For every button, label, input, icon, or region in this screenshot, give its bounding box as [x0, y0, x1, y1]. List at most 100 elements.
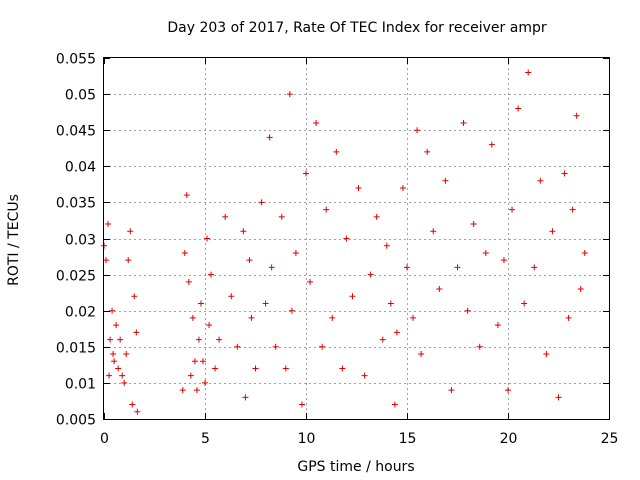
data-point [216, 336, 223, 343]
y-tick-label: 0.04 [65, 160, 96, 176]
data-point [242, 394, 249, 401]
data-point [525, 69, 532, 76]
data-point [303, 170, 309, 177]
data-point [393, 329, 400, 336]
data-point [355, 184, 362, 191]
x-tick-label: 15 [399, 431, 417, 447]
data-point [187, 372, 194, 379]
data-point [204, 235, 211, 242]
data-point [430, 228, 437, 235]
x-tick-label: 5 [201, 431, 210, 447]
data-point [414, 127, 421, 134]
y-tick-label: 0.03 [65, 233, 96, 249]
x-tick-label: 20 [500, 431, 518, 447]
data-point [206, 322, 213, 329]
data-point [110, 351, 117, 358]
data-point [470, 221, 477, 228]
data-point [119, 372, 126, 379]
data-point [319, 343, 326, 350]
grid-lines [104, 58, 609, 419]
data-point [113, 322, 120, 329]
data-point [549, 228, 556, 235]
data-point [488, 141, 495, 148]
data-point [307, 278, 314, 285]
x-tick-label: 0 [100, 431, 109, 447]
data-point [313, 119, 320, 126]
data-point [197, 300, 204, 307]
data-point [106, 372, 113, 379]
axis-ticks: 0 5 10 15 20 25 0.005 0.01 0.015 0.02 0.025 0.03 0.0… [56, 52, 619, 448]
data-point [543, 351, 550, 358]
data-point [361, 372, 368, 379]
data-point [181, 249, 188, 256]
data-point [343, 235, 350, 242]
data-point [183, 192, 190, 199]
data-point [482, 249, 489, 256]
data-point [494, 322, 501, 329]
data-point [266, 134, 273, 141]
data-point [442, 177, 449, 184]
data-point [391, 401, 398, 408]
data-point [410, 314, 417, 321]
data-point [509, 206, 516, 213]
data-point [515, 105, 522, 112]
y-tick-label: 0.02 [65, 305, 96, 321]
y-tick-label: 0.01 [65, 377, 96, 393]
data-point [117, 336, 124, 343]
data-point [268, 264, 275, 271]
data-point [185, 278, 192, 285]
data-point [199, 358, 206, 365]
data-point [121, 379, 128, 386]
y-tick-label: 0.05 [65, 88, 96, 104]
data-point [111, 358, 118, 365]
data-point [418, 351, 425, 358]
data-point [505, 387, 511, 394]
data-point [333, 148, 340, 155]
y-tick-label: 0.025 [56, 269, 96, 285]
data-point [573, 112, 580, 119]
data-point [323, 206, 330, 213]
data-point [240, 228, 247, 235]
data-point [202, 379, 208, 386]
data-point [282, 365, 289, 372]
data-point [500, 257, 507, 264]
data-point [191, 358, 198, 365]
data-point [288, 307, 295, 314]
data-point [329, 314, 336, 321]
data-point [292, 249, 299, 256]
data-point [339, 365, 346, 372]
data-point [565, 314, 572, 321]
data-point [349, 293, 356, 300]
data-point [404, 264, 410, 271]
data-point [424, 148, 431, 155]
data-point [105, 221, 112, 228]
y-tick-label: 0.055 [56, 52, 96, 68]
data-point [379, 336, 386, 343]
data-point [531, 264, 538, 271]
y-tick-label: 0.035 [56, 196, 96, 212]
data-point [222, 213, 229, 220]
data-point [278, 213, 285, 220]
data-point [537, 177, 544, 184]
data-point [454, 264, 461, 271]
data-point [103, 257, 110, 264]
data-point [258, 199, 265, 206]
data-point [436, 286, 443, 293]
data-point [464, 307, 471, 314]
plot-frame [103, 57, 610, 420]
data-point [262, 300, 269, 307]
data-point [252, 365, 259, 372]
data-point [193, 387, 200, 394]
data-point [561, 170, 568, 177]
data-point [109, 307, 116, 314]
y-tick-label: 0.045 [56, 124, 96, 140]
chart-title: Day 203 of 2017, Rate Of TEC Index for r… [167, 20, 546, 36]
data-point [133, 329, 140, 336]
x-tick-label: 25 [601, 431, 619, 447]
data-point [521, 300, 528, 307]
data-point [272, 343, 279, 350]
data-point [107, 336, 114, 343]
data-point [373, 213, 380, 220]
data-point [298, 401, 305, 408]
data-point [123, 351, 130, 358]
